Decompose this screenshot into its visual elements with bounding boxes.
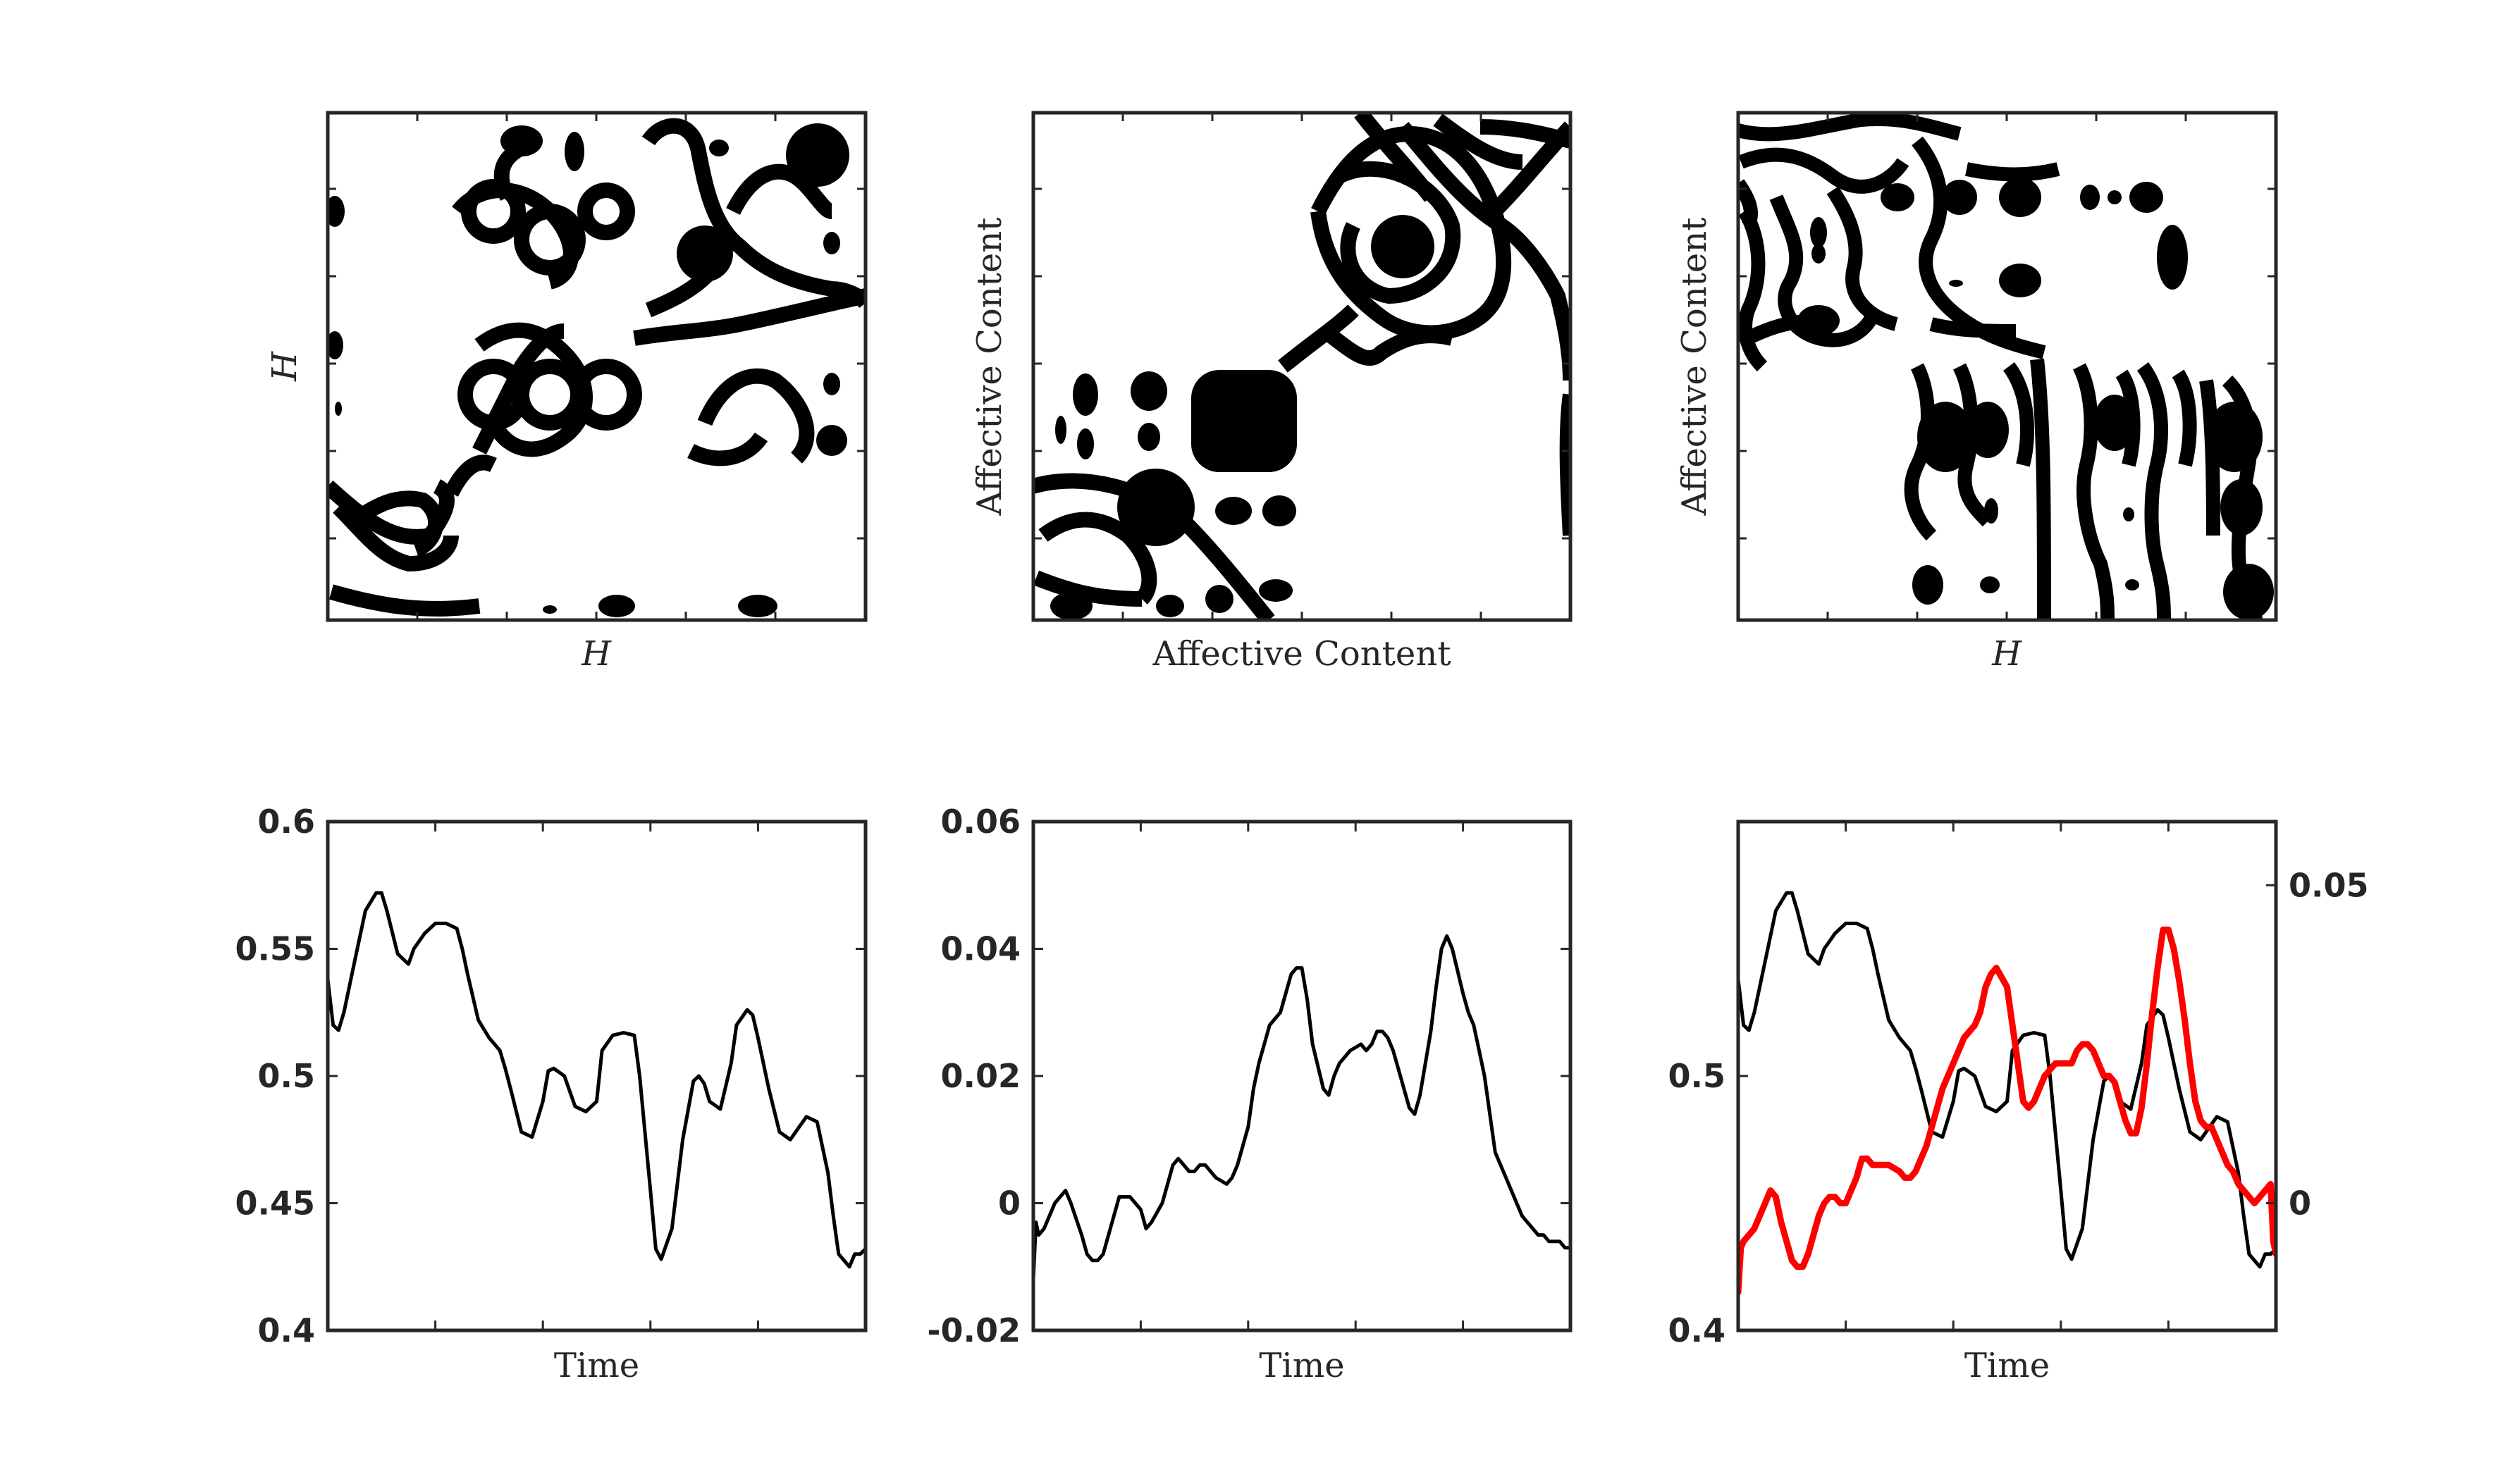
y-tick-label: 0.06 [941, 803, 1021, 841]
x-axis-label: H [1991, 634, 2022, 674]
y-tick-label: 0 [998, 1185, 1021, 1223]
y2-tick-label: 0.05 [2289, 866, 2369, 904]
series-line [1033, 934, 1570, 1282]
y-axis-label: Affective Content [970, 217, 1009, 516]
recurrence-spots [1797, 178, 2274, 620]
y-tick-label: 0.4 [1668, 1311, 1726, 1349]
x-axis-label: Time [1259, 1346, 1344, 1385]
ticks [1033, 113, 1570, 620]
y-tick-label: 0.45 [235, 1185, 316, 1223]
frame [1736, 820, 2278, 1332]
affective-time-series-chart: -0.02 0 0.02 0.04 0.06 Time [927, 803, 1573, 1385]
x-axis-label: Time [554, 1346, 639, 1385]
ticks [1738, 113, 2276, 620]
frame [1031, 820, 1573, 1332]
series-line [328, 891, 866, 1269]
recurrence-spots [328, 123, 849, 617]
y2-tick-label: 0 [2289, 1185, 2311, 1223]
y-tick-label: 0.6 [258, 803, 316, 841]
y-tick-label: 0.5 [258, 1057, 316, 1095]
y-tick-label: 0.55 [235, 930, 316, 968]
recurrence-spots [1050, 215, 1434, 620]
recurrence-blobs [1033, 113, 1570, 620]
y-tick-label: 0.5 [1668, 1057, 1726, 1095]
overlay-time-series-chart: 0.4 0.5 0 0.05 Time [1668, 820, 2369, 1385]
x-axis-label: H [581, 634, 612, 674]
y-tick-label: 0.04 [941, 930, 1021, 968]
y-tick-label: -0.02 [927, 1311, 1021, 1349]
cross-recurrence-plot: H Affective Content [1675, 111, 2278, 674]
x-axis-label: Affective Content [1152, 634, 1451, 674]
ticks [328, 113, 866, 620]
recurrence-blobs [328, 118, 866, 617]
recurrence-blobs [1738, 113, 2263, 620]
recurrence-plot-h: H H [265, 111, 868, 674]
y-tick-label: 0.4 [258, 1311, 316, 1349]
y-axis-label: H [265, 351, 304, 382]
frame [326, 820, 868, 1332]
series-line [1738, 891, 2276, 1269]
y-axis-label: Affective Content [1675, 217, 1714, 516]
h-time-series-chart: 0.4 0.45 0.5 0.55 0.6 Time [235, 803, 868, 1385]
y-tick-label: 0.02 [941, 1057, 1021, 1095]
series-line-right-axis [1738, 926, 2276, 1296]
x-axis-label: Time [1964, 1346, 2050, 1385]
recurrence-plot-affective: Affective Content Affective Content [970, 111, 1573, 674]
